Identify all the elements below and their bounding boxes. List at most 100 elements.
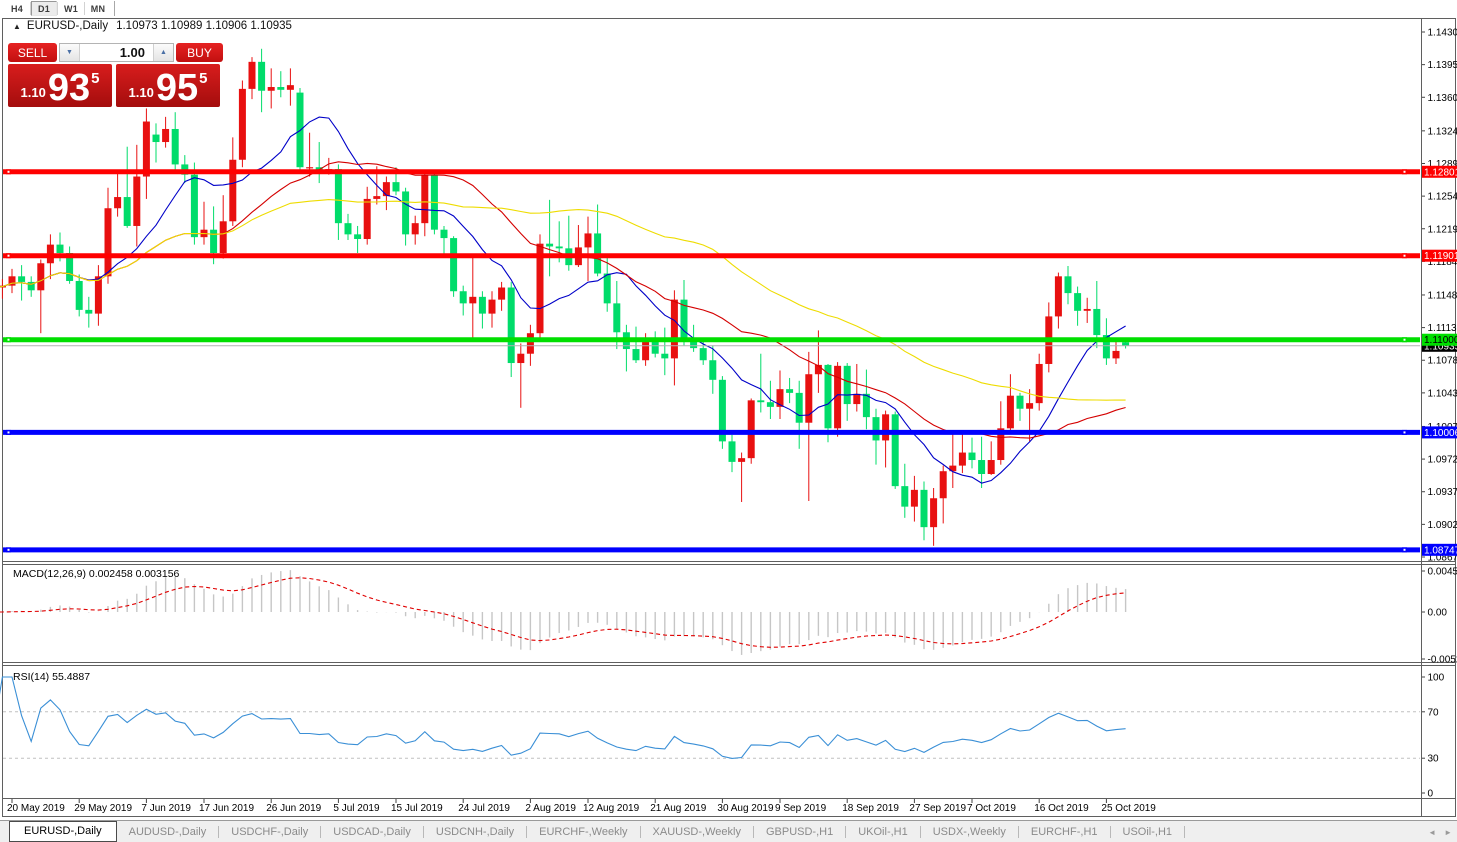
tab-scroll-left-icon[interactable]: ◄ <box>1428 827 1437 837</box>
svg-text:29 May 2019: 29 May 2019 <box>74 803 132 814</box>
svg-text:1.14300: 1.14300 <box>1428 28 1457 39</box>
tab-usdx-weekly[interactable]: USDX-,Weekly <box>932 825 1006 838</box>
svg-text:15 Jul 2019: 15 Jul 2019 <box>391 803 443 814</box>
svg-text:1.11480: 1.11480 <box>1428 290 1457 301</box>
volume-input[interactable] <box>79 44 154 61</box>
tab-eurchf-weekly[interactable]: EURCHF-,Weekly <box>539 825 628 838</box>
sell-price-big: 93 <box>47 67 91 109</box>
tab-scroll-controls: ◄ ► <box>1428 821 1452 842</box>
svg-text:1.09020: 1.09020 <box>1428 520 1457 531</box>
tab-gbpusd-h1[interactable]: GBPUSD-,H1 <box>765 825 834 838</box>
tab-separator <box>639 825 641 838</box>
volume-decrease-icon[interactable]: ▼ <box>60 44 79 61</box>
svg-text:20 May 2019: 20 May 2019 <box>7 803 65 814</box>
svg-text:1.10935: 1.10935 <box>1424 341 1457 352</box>
macd-indicator-label: MACD(12,26,9) 0.002458 0.003156 <box>13 568 180 580</box>
tab-audusd-daily[interactable]: AUDUSD-,Daily <box>128 825 207 838</box>
svg-text:5 Jul 2019: 5 Jul 2019 <box>333 803 380 814</box>
tab-separator <box>218 825 220 838</box>
moving-averages-layer <box>0 116 1126 484</box>
svg-text:30: 30 <box>1428 754 1440 765</box>
tab-scroll-right-icon[interactable]: ► <box>1444 827 1452 837</box>
svg-text:1.08747: 1.08747 <box>1424 545 1457 556</box>
svg-text:16 Oct 2019: 16 Oct 2019 <box>1034 803 1089 814</box>
svg-text:18 Sep 2019: 18 Sep 2019 <box>842 803 899 814</box>
svg-text:1.10430: 1.10430 <box>1428 388 1457 399</box>
tab-xauusd-weekly[interactable]: XAUUSD-,Weekly <box>652 825 741 838</box>
svg-text:1.12190: 1.12190 <box>1428 224 1457 235</box>
svg-text:1.11130: 1.11130 <box>1428 323 1457 334</box>
tab-usdcad-daily[interactable]: USDCAD-,Daily <box>333 825 411 838</box>
svg-text:1.10780: 1.10780 <box>1428 356 1457 367</box>
date-axis[interactable]: 20 May 2019 29 May 2019 7 Jun 2019 17 Jun 2… <box>7 799 1156 814</box>
tab-usoil-h1[interactable]: USOil-,H1 <box>1122 825 1173 838</box>
tab-separator <box>845 825 847 838</box>
svg-text:0: 0 <box>1428 789 1434 800</box>
timeframe-button-w1[interactable]: W1 <box>63 3 79 14</box>
svg-text:70: 70 <box>1428 707 1440 718</box>
symbol-tab-bar: EURUSD-,Daily AUDUSD-,Daily USDCHF-,Daily U… <box>0 820 1457 842</box>
price-axis[interactable]: 1.14300 1.13950 1.13600 1.13240 1.12890 1.125… <box>1422 28 1457 564</box>
chart-title: ▲ EURUSD-,Daily 1.10973 1.10989 1.10906 1.… <box>13 20 292 32</box>
svg-text:1.09370: 1.09370 <box>1428 487 1457 498</box>
svg-text:12 Aug 2019: 12 Aug 2019 <box>583 803 640 814</box>
toolbar-separator <box>114 1 115 16</box>
svg-text:7 Jun 2019: 7 Jun 2019 <box>141 803 191 814</box>
svg-text:0.004538: 0.004538 <box>1428 566 1457 577</box>
svg-text:1.09720: 1.09720 <box>1428 455 1457 466</box>
tab-eurchf-h1[interactable]: EURCHF-,H1 <box>1030 825 1098 838</box>
svg-text:1.11901: 1.11901 <box>1424 251 1457 262</box>
tab-separator <box>1017 825 1019 838</box>
svg-text:1.13600: 1.13600 <box>1428 93 1457 104</box>
toolbar-separator <box>57 2 58 15</box>
sell-button[interactable]: SELL <box>8 43 57 62</box>
svg-text:30 Aug 2019: 30 Aug 2019 <box>717 803 774 814</box>
rsi-indicator-label: RSI(14) 55.4887 <box>13 671 91 683</box>
buy-price-prefix: 1.10 <box>128 85 154 100</box>
svg-text:21 Aug 2019: 21 Aug 2019 <box>650 803 707 814</box>
tab-separator <box>422 825 424 838</box>
indicator-axis[interactable]: 0.004538 0.00 -0.005200 100 70 30 0 <box>1422 566 1457 800</box>
collapse-panel-icon[interactable]: ▲ <box>13 22 21 31</box>
svg-text:27 Sep 2019: 27 Sep 2019 <box>909 803 966 814</box>
svg-text:100: 100 <box>1428 673 1445 684</box>
sell-price-prefix: 1.10 <box>20 85 46 100</box>
chart-ohlc-values: 1.10973 1.10989 1.10906 1.10935 <box>116 20 292 32</box>
chart-symbol-label: EURUSD-,Daily <box>26 20 109 32</box>
svg-text:26 Jun 2019: 26 Jun 2019 <box>266 803 321 814</box>
macd-values: 0.002458 0.003156 <box>88 568 180 580</box>
volume-increase-icon[interactable]: ▲ <box>154 44 173 61</box>
tab-eurusd-daily[interactable]: EURUSD-,Daily <box>9 820 117 842</box>
level-lines-layer[interactable] <box>3 169 1420 553</box>
tab-ukoil-h1[interactable]: UKOil-,H1 <box>858 825 908 838</box>
timeframe-button-h4[interactable]: H4 <box>10 3 24 14</box>
toolbar-separator <box>84 2 85 15</box>
buy-price-big: 95 <box>155 67 199 109</box>
svg-text:9 Sep 2019: 9 Sep 2019 <box>775 803 827 814</box>
buy-price-tile[interactable]: 1.10 95 5 <box>116 64 220 107</box>
timeframe-button-d1[interactable]: D1 <box>31 1 57 16</box>
sell-price-pip: 5 <box>91 70 100 87</box>
buy-price-pip: 5 <box>199 70 208 87</box>
svg-text:7 Oct 2019: 7 Oct 2019 <box>967 803 1016 814</box>
tab-usdcnh-daily[interactable]: USDCNH-,Daily <box>435 825 515 838</box>
buy-button[interactable]: BUY <box>176 43 223 62</box>
tab-separator <box>526 825 528 838</box>
svg-text:25 Oct 2019: 25 Oct 2019 <box>1101 803 1156 814</box>
one-click-trading-panel: SELL ▼ ▲ BUY 1.10 93 5 1.10 95 5 <box>8 43 223 107</box>
macd-pane[interactable] <box>0 570 1127 655</box>
timeframe-button-mn[interactable]: MN <box>90 3 106 14</box>
sell-price-tile[interactable]: 1.10 93 5 <box>8 64 112 107</box>
svg-text:1.12540: 1.12540 <box>1428 192 1457 203</box>
svg-text:1.11000: 1.11000 <box>1424 335 1457 346</box>
toolbar-separator <box>30 2 31 15</box>
tab-usdchf-daily[interactable]: USDCHF-,Daily <box>231 825 309 838</box>
chart-frame <box>2 18 1456 817</box>
tab-separator <box>320 825 322 838</box>
rsi-pane[interactable] <box>0 676 1420 759</box>
svg-text:1.12801: 1.12801 <box>1424 167 1457 178</box>
svg-text:24 Jul 2019: 24 Jul 2019 <box>458 803 510 814</box>
